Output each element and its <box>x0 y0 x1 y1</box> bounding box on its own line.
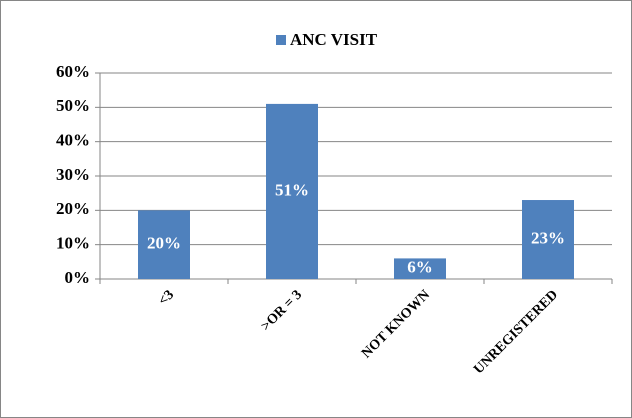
y-tick-label: 10% <box>56 234 90 253</box>
y-tick-label: 60% <box>56 62 90 81</box>
y-tick-label: 30% <box>56 165 90 184</box>
y-tick-label: 20% <box>56 199 90 218</box>
y-tick-label: 50% <box>56 96 90 115</box>
legend-swatch <box>276 35 286 45</box>
bar <box>522 200 574 279</box>
bar <box>394 258 446 279</box>
legend-label: ANC VISIT <box>290 30 378 49</box>
bar <box>138 210 190 279</box>
data-label: 6% <box>407 258 433 277</box>
y-tick-label: 0% <box>65 268 91 287</box>
data-label: 20% <box>147 234 181 253</box>
bar <box>266 103 318 280</box>
y-tick-label: 40% <box>56 131 90 150</box>
data-label: 23% <box>531 228 565 247</box>
data-label: 51% <box>275 180 309 199</box>
